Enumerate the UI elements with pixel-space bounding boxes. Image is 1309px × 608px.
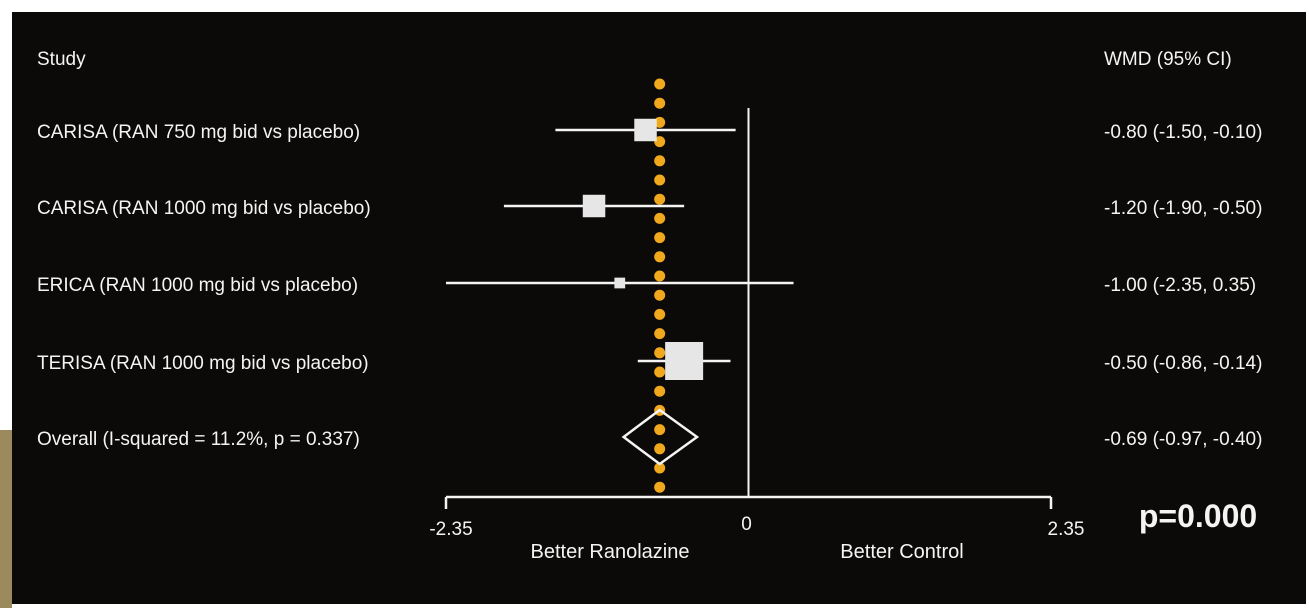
study-rows: CARISA (RAN 750 mg bid vs placebo) -0.80 … [37, 118, 1262, 380]
study-label: TERISA (RAN 1000 mg bid vs placebo) [37, 353, 369, 374]
study-row: CARISA (RAN 1000 mg bid vs placebo) -1.20… [37, 194, 1262, 219]
vertical-dotted-line [654, 78, 666, 493]
study-row: TERISA (RAN 1000 mg bid vs placebo) -0.50… [37, 342, 1262, 380]
dot [654, 155, 666, 167]
dot [654, 251, 666, 263]
dot [654, 443, 666, 455]
study-label: ERICA (RAN 1000 mg bid vs placebo) [37, 275, 358, 296]
study-label: CARISA (RAN 750 mg bid vs placebo) [37, 122, 360, 143]
overall-label: Overall (I-squared = 11.2%, p = 0.337) [37, 429, 360, 450]
dot [654, 289, 666, 301]
dot [654, 136, 666, 148]
dot [654, 232, 666, 244]
dot [654, 97, 666, 109]
dot [654, 481, 666, 493]
study-ci-text: -0.50 (-0.86, -0.14) [1104, 353, 1262, 374]
x-tick-label: 2.35 [1048, 519, 1085, 540]
study-row: CARISA (RAN 750 mg bid vs placebo) -0.80 … [37, 118, 1262, 143]
effect-square [665, 342, 704, 380]
dot [654, 385, 666, 397]
study-ci-text: -1.00 (-2.35, 0.35) [1104, 275, 1256, 296]
x-axis: -2.35 0 2.35 Better Ranolazine Better Co… [429, 108, 1257, 563]
effect-square [634, 118, 657, 142]
dot [654, 212, 666, 224]
x-tick-label: 0 [741, 514, 752, 535]
dot [654, 462, 666, 474]
study-label: CARISA (RAN 1000 mg bid vs placebo) [37, 198, 371, 219]
study-ci-text: -1.20 (-1.90, -0.50) [1104, 198, 1262, 219]
study-header: Study [37, 49, 86, 70]
overall-diamond [621, 408, 700, 466]
left-caption: Better Ranolazine [531, 541, 690, 563]
p-value: p=0.000 [1139, 498, 1257, 534]
dot [654, 308, 666, 320]
dot [654, 366, 666, 378]
chart-panel [12, 12, 1306, 604]
effect-header: WMD (95% CI) [1104, 49, 1232, 70]
right-caption: Better Control [840, 541, 963, 563]
study-row: ERICA (RAN 1000 mg bid vs placebo) -1.00 … [37, 275, 1256, 296]
effect-square [614, 277, 626, 289]
overall-ci-text: -0.69 (-0.97, -0.40) [1104, 429, 1262, 450]
decorative-gold-bar [0, 430, 12, 608]
dot [654, 78, 666, 90]
effect-square [582, 194, 606, 218]
dot [654, 174, 666, 186]
dot [654, 116, 666, 128]
dot [654, 193, 666, 205]
study-ci-text: -0.80 (-1.50, -0.10) [1104, 122, 1262, 143]
x-tick-label: -2.35 [429, 519, 472, 540]
dot [654, 270, 666, 282]
dot [654, 424, 666, 436]
dot [654, 328, 666, 340]
overall-row: Overall (I-squared = 11.2%, p = 0.337) -… [37, 408, 1262, 466]
dot [654, 347, 666, 359]
